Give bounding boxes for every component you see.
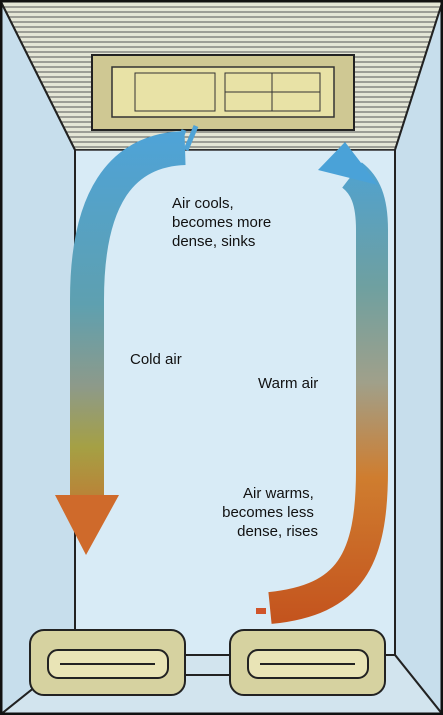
- label-line: Air warms,: [243, 485, 314, 502]
- ceiling-vent: [91, 54, 355, 131]
- warm-air-label: Warm air: [258, 375, 318, 392]
- label-line: dense, sinks: [172, 233, 255, 250]
- cools-label: Air cools, becomes more dense, sinks: [172, 195, 275, 250]
- label-line: becomes more: [172, 214, 271, 231]
- label-line: dense, rises: [237, 523, 318, 540]
- label-line: becomes less: [222, 504, 314, 521]
- warms-label: Air warms, becomes less dense, rises: [222, 485, 318, 540]
- radiators: [29, 629, 386, 696]
- label-line: Air cools,: [172, 195, 234, 212]
- cold-air-arrow: [55, 131, 187, 555]
- warm-air-arrow: [256, 142, 388, 624]
- cold-air-label: Cold air: [130, 351, 182, 368]
